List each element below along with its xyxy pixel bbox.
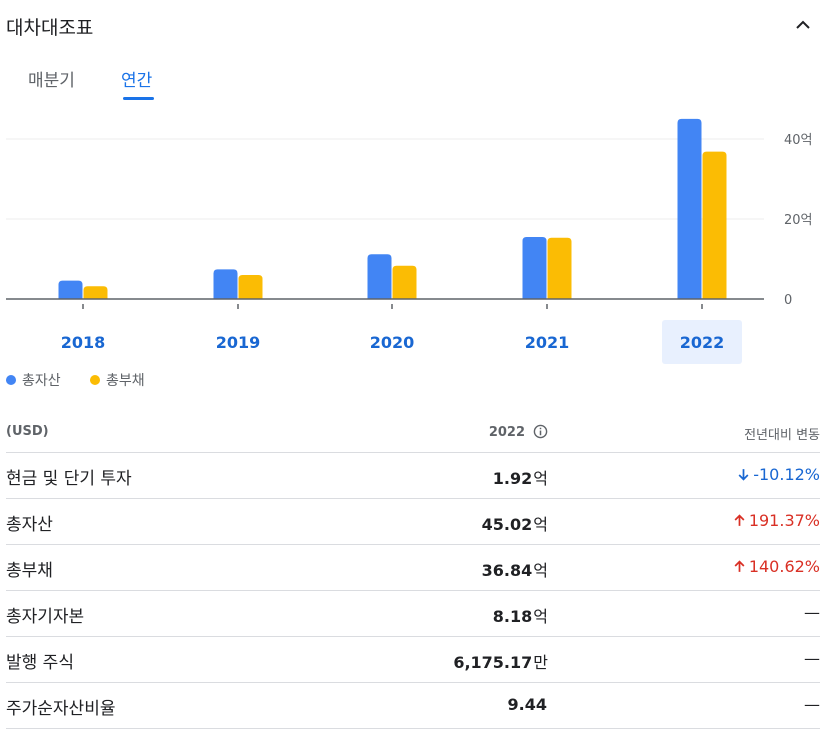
row-change-value: —	[804, 603, 820, 622]
row-value-number: 1.92	[492, 469, 533, 488]
table-row: 총자기자본 8.18억 —	[6, 591, 820, 637]
bar-total-liabilities-2021	[547, 237, 572, 299]
year-label: 2022	[488, 425, 525, 440]
row-change-value: -10.12%	[753, 465, 820, 484]
x-tick-label-2018[interactable]: 2018	[61, 333, 106, 352]
row-value-unit: 억	[533, 561, 548, 580]
row-change-value: —	[804, 695, 820, 714]
table-row: 총자산 45.02억 191.37%	[6, 499, 820, 545]
row-label: 총부채	[6, 561, 53, 581]
info-icon[interactable]	[533, 424, 548, 439]
tab-annual[interactable]: 연간	[121, 66, 155, 100]
row-change: -10.12%	[737, 465, 820, 484]
row-value: 45.02억	[306, 511, 548, 535]
bar-total-liabilities-2019	[238, 275, 263, 299]
legend-dot-total-liabilities	[90, 375, 100, 385]
y-tick-label: 40억	[784, 133, 813, 148]
row-change: —	[804, 695, 820, 714]
row-change: 191.37%	[733, 511, 820, 530]
row-label: 총자산	[6, 515, 53, 535]
legend-label: 총부채	[106, 373, 145, 389]
balance-sheet-table: (USD) 2022 전년대비 변동 현금 및 단기 투자 1.92억 -10.12…	[6, 412, 820, 729]
bar-total-assets-2019	[213, 269, 238, 299]
tab-quarterly[interactable]: 매분기	[28, 71, 75, 91]
row-value: 1.92억	[306, 465, 548, 489]
change-header: 전년대비 변동	[744, 428, 820, 443]
bar-total-liabilities-2020	[392, 265, 417, 299]
arrow-down-icon	[738, 469, 749, 481]
row-change: —	[804, 649, 820, 668]
row-value-unit: 억	[533, 515, 548, 534]
row-label: 발행 주식	[6, 653, 74, 673]
chevron-up-icon[interactable]	[794, 16, 812, 34]
x-tick-label-2022[interactable]: 2022	[680, 333, 725, 352]
row-change: —	[804, 603, 820, 622]
row-value-number: 9.44	[507, 695, 547, 714]
table-header: (USD) 2022 전년대비 변동	[6, 412, 820, 453]
row-value-number: 45.02	[481, 515, 533, 534]
selected-year-highlight[interactable]	[662, 320, 742, 364]
bar-total-assets-2018	[58, 280, 83, 299]
arrow-up-icon	[734, 514, 745, 526]
x-tick-label-2021[interactable]: 2021	[525, 333, 570, 352]
section-title: 대차대조표	[6, 17, 94, 39]
row-value-unit: 억	[533, 469, 548, 488]
balance-sheet-header[interactable]: 대차대조표	[6, 10, 816, 40]
year-header: 2022	[386, 424, 548, 440]
y-tick-label: 0	[784, 293, 792, 308]
table-row: 발행 주식 6,175.17만 —	[6, 637, 820, 683]
bar-total-assets-2021	[522, 237, 547, 299]
row-value: 8.18억	[306, 603, 548, 627]
arrow-up-icon	[734, 560, 745, 572]
row-change: 140.62%	[733, 557, 820, 576]
row-value-number: 8.18	[492, 607, 533, 626]
row-label: 주가순자산비율	[6, 699, 116, 719]
row-value-number: 36.84	[481, 561, 533, 580]
table-row: 주가순자산비율 9.44 —	[6, 683, 820, 729]
row-value-unit: 억	[533, 607, 548, 626]
row-value-unit: 만	[533, 653, 548, 672]
bar-total-liabilities-2018	[83, 286, 108, 299]
legend-dot-total-assets	[6, 375, 16, 385]
legend-item-total-liabilities: 총부채	[90, 370, 145, 390]
y-tick-label: 20억	[784, 213, 813, 228]
bar-total-assets-2022	[677, 118, 702, 299]
balance-sheet-chart: 0 20억 40억 2018 2019 2020 2021 2022	[6, 118, 813, 364]
row-value-number: 6,175.17	[453, 653, 533, 672]
row-label: 총자기자본	[6, 607, 85, 627]
table-row: 현금 및 단기 투자 1.92억 -10.12%	[6, 453, 820, 499]
legend-item-total-assets: 총자산	[6, 370, 61, 390]
x-tick-label-2020[interactable]: 2020	[370, 333, 415, 352]
row-value: 9.44	[306, 695, 548, 714]
row-change-value: 140.62%	[748, 557, 820, 576]
row-change-value: 191.37%	[748, 511, 820, 530]
bar-total-liabilities-2022	[702, 151, 727, 299]
row-value: 6,175.17만	[306, 649, 548, 673]
legend-label: 총자산	[22, 373, 61, 389]
bar-total-assets-2020	[367, 254, 392, 299]
table-row: 총부채 36.84억 140.62%	[6, 545, 820, 591]
table-body: 현금 및 단기 투자 1.92억 -10.12% 총자산 45.02억 191.37% 총부…	[6, 453, 820, 729]
row-label: 현금 및 단기 투자	[6, 469, 132, 489]
x-tick-label-2019[interactable]: 2019	[216, 333, 261, 352]
row-change-value: —	[804, 649, 820, 668]
currency-unit: (USD)	[6, 424, 49, 439]
row-value: 36.84억	[306, 557, 548, 581]
